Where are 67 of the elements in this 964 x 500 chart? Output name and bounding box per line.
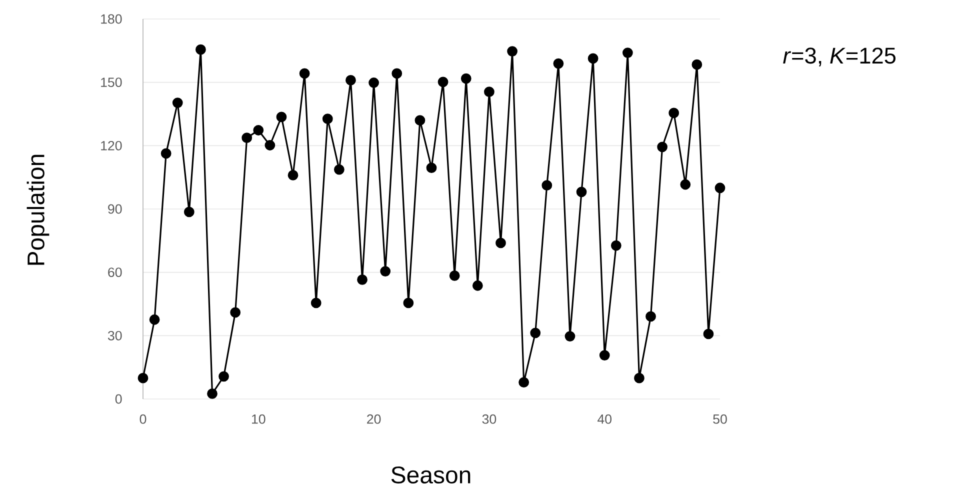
point: [460, 73, 472, 84]
x-tick-label: 40: [598, 414, 612, 424]
y-axis-title: Population: [26, 154, 50, 265]
point: [564, 331, 576, 342]
point: [346, 75, 356, 86]
x-tick-label: 20: [367, 414, 381, 424]
point: [668, 108, 680, 118]
point: [230, 307, 241, 318]
y-tick-label: 120: [101, 140, 122, 150]
x-tick-label: 10: [252, 414, 266, 424]
point: [553, 58, 564, 69]
point: [357, 274, 368, 285]
point: [310, 298, 322, 308]
x-tick-label: 50: [713, 414, 727, 424]
point: [322, 114, 333, 124]
point: [680, 179, 691, 190]
y-tick-label: 180: [101, 14, 122, 24]
y-tick-label: 0: [115, 394, 122, 404]
point: [276, 112, 287, 122]
point: [657, 142, 668, 152]
point: [530, 328, 541, 338]
point: [184, 206, 194, 218]
x-axis-title: Season: [391, 466, 470, 484]
point: [472, 280, 483, 291]
point: [518, 377, 530, 388]
point: [299, 68, 310, 79]
point: [646, 311, 656, 322]
y-tick-label: 150: [101, 78, 122, 88]
point: [218, 371, 229, 382]
point: [392, 68, 402, 79]
point: [264, 140, 276, 150]
text: r=3, K=125: [783, 48, 896, 66]
point: [634, 372, 644, 384]
point: [496, 238, 506, 248]
x-tick-label: 0: [140, 414, 146, 424]
point: [334, 164, 344, 175]
point: [414, 115, 426, 126]
point: [196, 44, 206, 55]
point: [484, 86, 494, 98]
point: [692, 59, 702, 70]
point: [138, 372, 148, 384]
point: [449, 270, 460, 281]
point: [542, 180, 552, 191]
point: [149, 314, 160, 325]
point: [172, 98, 183, 108]
point: [242, 132, 252, 144]
y-tick-label: 60: [108, 268, 122, 278]
point: [438, 76, 448, 88]
point: [368, 78, 380, 88]
point: [160, 148, 172, 159]
point: [703, 328, 714, 340]
y-tick-label: 90: [108, 204, 122, 214]
point: [714, 182, 726, 194]
point: [207, 388, 218, 399]
point: [253, 125, 264, 136]
y-tick-label: 30: [108, 330, 122, 340]
point: [380, 266, 391, 276]
point: [610, 240, 622, 251]
point: [426, 162, 437, 174]
point: [588, 53, 598, 64]
x-tick-label: 30: [482, 414, 496, 424]
point: [288, 170, 298, 180]
point: [507, 46, 518, 56]
point: [576, 186, 587, 198]
point: [403, 298, 414, 308]
point: [622, 48, 633, 58]
point: [599, 350, 610, 360]
